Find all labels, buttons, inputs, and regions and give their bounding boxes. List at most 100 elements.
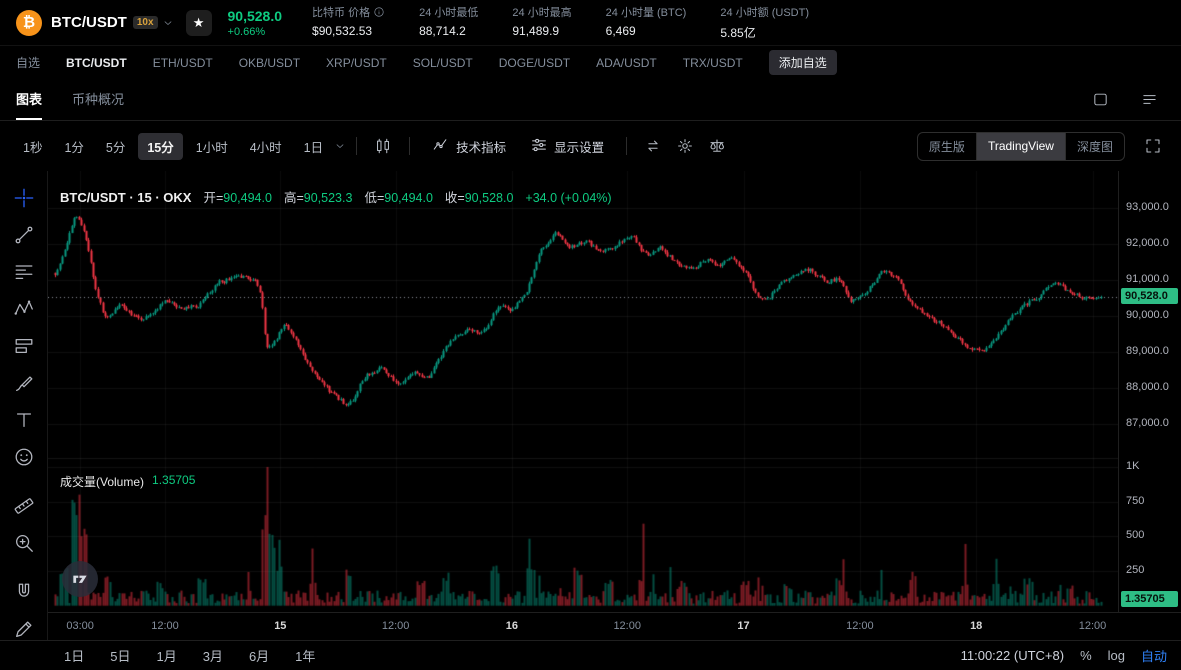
auto-scale-button[interactable]: 自动 xyxy=(1141,646,1167,665)
percent-scale-button[interactable]: % xyxy=(1080,648,1092,663)
watchlist-pair-0[interactable]: BTC/USDT xyxy=(66,55,127,70)
header-stat-0: 比特币 价格 $90,532.53 xyxy=(312,4,385,41)
range-button-4[interactable]: 6月 xyxy=(249,646,269,665)
divider xyxy=(626,137,628,155)
interval-button-6[interactable]: 1日 xyxy=(295,133,332,160)
watchlist-bar: 自选 BTC/USDT ETH/USDT OKB/USDT XRP/USDT SOL/U… xyxy=(0,46,1181,79)
bottom-bar: 1日 5日 1月 3月 6月 1年 11:00:22 (UTC+8) % log 自动 xyxy=(0,640,1181,670)
tool-brush-button[interactable] xyxy=(11,370,37,396)
legend-open: 开=90,494.0 xyxy=(203,191,272,205)
price-axis[interactable]: 93,000.0 92,000.0 91,000.0 90,000.0 89,000.0… xyxy=(1118,171,1181,612)
tool-magnet-button[interactable] xyxy=(11,579,37,605)
drawing-toolbar xyxy=(0,171,48,651)
fullscreen-expand-button[interactable] xyxy=(1144,137,1162,155)
tool-text-button[interactable] xyxy=(11,407,37,433)
watchlist-pair-6[interactable]: ADA/USDT xyxy=(596,55,657,70)
watchlist-pair-5[interactable]: DOGE/USDT xyxy=(498,55,571,70)
range-button-3[interactable]: 3月 xyxy=(203,646,223,665)
view-tab-1[interactable]: 币种概况 xyxy=(72,92,125,107)
interval-button-2[interactable]: 5分 xyxy=(97,133,134,160)
display-settings-button[interactable]: 显示设置 xyxy=(530,136,604,157)
view-tab-0[interactable]: 图表 xyxy=(16,79,43,120)
price-axis-label: 91,000.0 xyxy=(1126,273,1169,285)
view-tabs-right-icons xyxy=(1085,91,1165,108)
time-axis-label: 12:00 xyxy=(613,620,641,632)
watchlist-pair-3[interactable]: XRP/USDT xyxy=(326,55,387,70)
header-stat-4: 24 小时额 (USDT) 5.85亿 xyxy=(720,4,809,41)
volume-label: 成交量(Volume) xyxy=(60,475,145,489)
price-change-percent: +0.66% xyxy=(227,25,266,38)
list-menu-button[interactable] xyxy=(1141,91,1158,108)
indicators-button[interactable]: 技术指标 xyxy=(432,136,506,157)
bitcoin-logo-icon: ₿ xyxy=(16,9,42,36)
interval-dropdown-chevron-icon[interactable] xyxy=(334,140,346,152)
toolbar-right: 原生版 TradingView 深度图 xyxy=(916,131,1169,161)
interval-button-4[interactable]: 1小时 xyxy=(187,133,237,160)
stat-label: 24 小时最低 xyxy=(419,7,479,19)
legend-high: 高=90,523.3 xyxy=(283,191,353,205)
tradingview-logo[interactable] xyxy=(62,561,98,597)
bitcoin-glyph: ₿ xyxy=(22,14,36,31)
tool-emoji-button[interactable] xyxy=(11,444,37,470)
price-axis-label: 90,000.0 xyxy=(1126,309,1169,321)
tool-xabcd-pattern-button[interactable] xyxy=(11,296,37,322)
chart-mode-segmented-control: 原生版 TradingView 深度图 xyxy=(916,131,1125,161)
time-axis[interactable]: 03:00 12:00 15 12:00 16 12:00 17 12:00 18 12:00 xyxy=(0,612,1181,640)
legend-close: 收=90,528.0 xyxy=(444,191,514,205)
watchlist-label[interactable]: 自选 xyxy=(16,56,41,70)
indicators-label: 技术指标 xyxy=(456,140,507,155)
volume-legend: 成交量(Volume) 1.35705 xyxy=(60,473,195,490)
pair-dropdown-chevron-icon[interactable] xyxy=(162,17,174,29)
log-scale-button[interactable]: log xyxy=(1107,648,1125,663)
chart-plot-area: BTC/USDT · 15 · OKX 开=90,494.0 高=90,523.… xyxy=(48,171,1118,612)
candle-style-button[interactable] xyxy=(374,137,392,155)
scale-button[interactable] xyxy=(708,137,726,155)
panel-layout-button[interactable] xyxy=(1092,91,1109,108)
info-icon[interactable] xyxy=(373,6,385,18)
header-stat-3: 24 小时量 (BTC) 6,469 xyxy=(606,4,687,41)
stat-label: 24 小时量 (BTC) xyxy=(605,7,687,19)
range-button-2[interactable]: 1月 xyxy=(156,646,176,665)
chart-mode-1[interactable]: TradingView xyxy=(975,132,1065,160)
tool-long-position-button[interactable] xyxy=(11,333,37,359)
range-button-5[interactable]: 1年 xyxy=(295,646,315,665)
legend-low: 低=90,494.0 xyxy=(364,191,433,205)
price-block: 90,528.0 +0.66% xyxy=(228,8,283,38)
chart-settings-gear-button[interactable] xyxy=(676,137,694,155)
candlestick-chart-canvas[interactable] xyxy=(48,171,1118,612)
last-price: 90,528.0 xyxy=(227,7,283,24)
chart-mode-2[interactable]: 深度图 xyxy=(1064,132,1124,160)
ohlc-legend: BTC/USDT · 15 · OKX 开=90,494.0 高=90,523.… xyxy=(60,187,612,206)
watchlist-pair-4[interactable]: SOL/USDT xyxy=(412,55,473,70)
add-favorite-button[interactable]: 添加自选 xyxy=(768,50,837,75)
range-button-0[interactable]: 1日 xyxy=(64,646,84,665)
stat-label: 比特币 价格 xyxy=(312,4,385,20)
chart-mode-0[interactable]: 原生版 xyxy=(918,133,976,160)
interval-button-1[interactable]: 1分 xyxy=(55,133,92,160)
tool-ruler-button[interactable] xyxy=(11,493,37,519)
time-axis-label: 12:00 xyxy=(151,620,179,632)
chart-region: BTC/USDT · 15 · OKX 开=90,494.0 高=90,523.… xyxy=(0,171,1181,612)
price-axis-label: 92,000.0 xyxy=(1126,237,1169,249)
watchlist-pair-7[interactable]: TRX/USDT xyxy=(682,55,743,70)
interval-group: 1秒 1分 5分 15分 1小时 4小时 1日 xyxy=(14,132,332,160)
tool-fib-retracement-button[interactable] xyxy=(11,259,37,285)
volume-axis-label: 500 xyxy=(1126,529,1145,542)
interval-button-0[interactable]: 1秒 xyxy=(14,133,51,160)
header-stat-2: 24 小时最高 91,489.9 xyxy=(512,4,571,41)
range-button-1[interactable]: 5日 xyxy=(110,646,130,665)
display-settings-label: 显示设置 xyxy=(554,140,605,155)
compare-arrows-button[interactable] xyxy=(644,137,662,155)
interval-button-3[interactable]: 15分 xyxy=(138,132,183,160)
tool-zoom-button[interactable] xyxy=(11,530,37,556)
favorite-star-button[interactable]: ★ xyxy=(185,9,212,36)
watchlist-pair-1[interactable]: ETH/USDT xyxy=(152,55,213,70)
tool-pencil-button[interactable] xyxy=(11,616,37,642)
interval-button-5[interactable]: 4小时 xyxy=(241,133,291,160)
price-axis-label: 87,000.0 xyxy=(1126,417,1169,429)
tool-trend-line-button[interactable] xyxy=(11,222,37,248)
tool-crosshair-button[interactable] xyxy=(11,185,37,211)
watchlist-pair-2[interactable]: OKB/USDT xyxy=(238,55,301,70)
volume-axis-label: 250 xyxy=(1126,564,1145,576)
